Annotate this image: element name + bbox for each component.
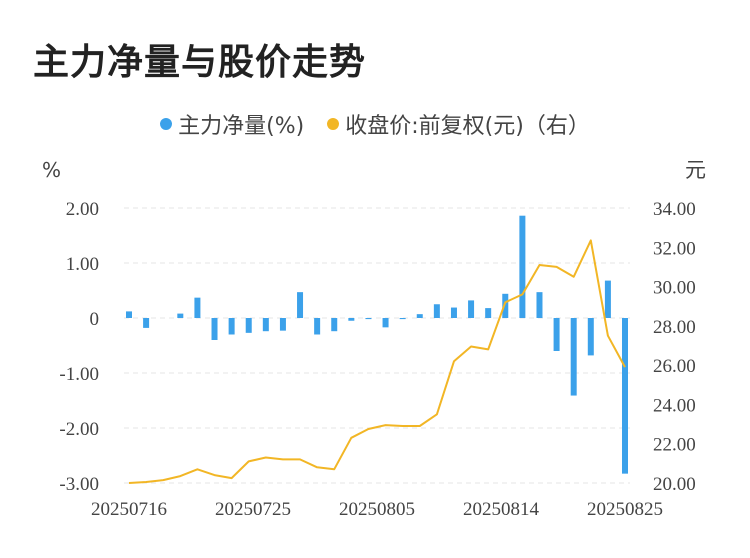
- bar-net-flow: [485, 308, 492, 318]
- bar-net-flow: [399, 318, 406, 320]
- bar-net-flow: [279, 318, 286, 331]
- y-left-tick-label: 2.00: [66, 199, 99, 220]
- y-left-tick-label: -1.00: [59, 364, 99, 385]
- bar-net-flow: [536, 292, 543, 318]
- legend-net-flow-label: 主力净量(%): [178, 114, 305, 139]
- bar-net-flow: [245, 318, 252, 333]
- bar-net-flow: [604, 280, 611, 318]
- y-right-tick-label: 28.00: [653, 317, 696, 338]
- bar-net-flow: [143, 318, 150, 328]
- bar-net-flow: [570, 318, 577, 396]
- legend: 主力净量(%) 收盘价:前复权(元)（右）: [0, 108, 750, 140]
- bar-net-flow: [194, 297, 201, 318]
- x-tick-label: 20250805: [339, 499, 415, 520]
- y-right-tick-label: 32.00: [653, 238, 696, 259]
- chart-title: 主力净量与股价走势: [33, 42, 367, 83]
- bar-net-flow: [450, 307, 457, 318]
- bar-net-flow: [502, 293, 509, 318]
- legend-line-marker: [327, 118, 340, 130]
- bar-net-flow: [416, 314, 423, 318]
- y-left-tick-label: 0: [90, 309, 100, 330]
- legend-item-net-flow[interactable]: 主力净量(%): [160, 108, 304, 140]
- bar-net-flow: [126, 311, 132, 318]
- bar-net-flow: [553, 318, 560, 351]
- bar-net-flow: [587, 318, 594, 356]
- y-left-unit: %: [42, 158, 61, 182]
- x-tick-label: 20250725: [215, 499, 291, 520]
- legend-bar-marker: [160, 118, 173, 130]
- x-tick-label: 20250814: [463, 499, 540, 520]
- legend-item-close-price[interactable]: 收盘价:前复权(元)（右）: [327, 108, 590, 140]
- y-right-tick-label: 22.00: [653, 435, 696, 456]
- y-right-tick-label: 30.00: [653, 278, 696, 299]
- y-right-unit: 元: [685, 158, 706, 182]
- bar-net-flow: [211, 318, 218, 340]
- legend-close-price-label: 收盘价:前复权(元)（右）: [345, 114, 590, 139]
- bar-net-flow: [365, 318, 372, 320]
- bar-net-flow: [468, 300, 475, 318]
- y-right-tick-label: 34.00: [653, 199, 696, 220]
- x-tick-label: 20250716: [91, 499, 167, 520]
- bar-net-flow: [314, 318, 321, 335]
- y-right-tick-label: 24.00: [653, 395, 696, 416]
- x-tick-label: 20250825: [587, 499, 663, 520]
- y-right-tick-label: 26.00: [653, 356, 696, 377]
- bar-net-flow: [331, 318, 338, 332]
- bar-net-flow: [622, 318, 628, 474]
- bar-net-flow: [433, 304, 440, 318]
- bar-net-flow: [228, 318, 235, 335]
- bar-net-flow: [519, 215, 526, 318]
- y-left-tick-label: -2.00: [59, 419, 99, 440]
- line-close-price: [128, 239, 626, 484]
- y-left-tick-label: -3.00: [59, 474, 99, 495]
- bar-net-flow: [177, 313, 184, 318]
- bar-net-flow: [262, 318, 269, 332]
- bar-net-flow: [348, 318, 355, 321]
- bar-net-flow: [297, 292, 304, 318]
- bar-net-flow: [382, 318, 389, 328]
- y-right-tick-label: 20.00: [653, 474, 696, 495]
- y-left-tick-label: 1.00: [66, 254, 99, 275]
